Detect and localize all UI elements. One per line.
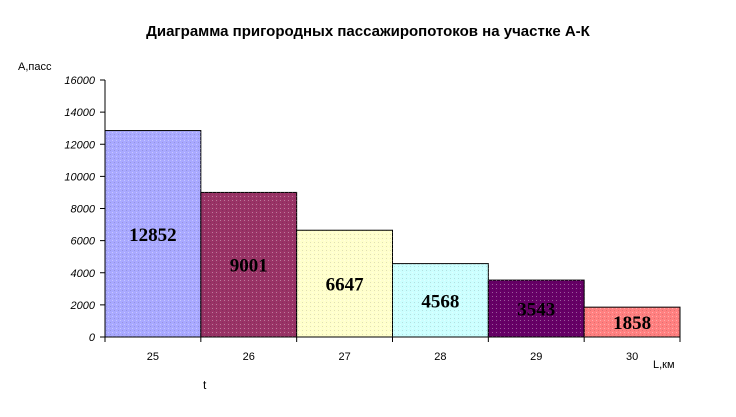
- x-tick-label: 30: [626, 351, 638, 363]
- x-tick-label: 26: [243, 351, 255, 363]
- y-tick-label: 8000: [71, 204, 96, 216]
- y-tick-label: 16000: [64, 75, 95, 87]
- bar-texture: [200, 192, 297, 337]
- data-label: 6647: [326, 275, 365, 296]
- data-label: 3543: [517, 300, 555, 321]
- x-axis-title: L,км: [653, 359, 675, 371]
- data-label: 12852: [129, 225, 177, 246]
- bars: [104, 130, 681, 338]
- x-tick-label: 27: [338, 351, 350, 363]
- bar-texture: [584, 307, 680, 337]
- y-tick-label: 4000: [71, 268, 96, 280]
- data-label: 1858: [613, 313, 651, 334]
- y-tick-label: 2000: [70, 300, 96, 312]
- bar-texture: [296, 230, 393, 337]
- bar-texture: [392, 263, 489, 337]
- y-tick-label: 14000: [64, 107, 95, 119]
- y-axis-title: А,пасс: [18, 61, 52, 73]
- x-tick-label: 25: [147, 351, 159, 363]
- y-tick-label: 6000: [71, 236, 96, 248]
- data-labels: 12852 9001 6647 4568 3543 1858: [129, 225, 651, 334]
- y-tick-label: 12000: [64, 139, 95, 151]
- bar-texture: [488, 280, 585, 337]
- y-tick-label: 10000: [64, 171, 95, 183]
- data-label: 4568: [421, 291, 459, 312]
- data-label: 9001: [230, 256, 268, 277]
- x-tick-label: 28: [434, 351, 446, 363]
- x-axis: 25 26 27 28 29 30: [104, 336, 681, 363]
- bar-texture: [105, 130, 201, 337]
- annotation-text: t: [203, 378, 207, 392]
- x-tick-label: 29: [530, 351, 542, 363]
- y-tick-label: 0: [89, 332, 96, 344]
- chart-title: Диаграмма пригородных пассажиропотоков н…: [146, 23, 591, 40]
- y-axis: 16000 14000 12000 10000 8000 6000 4000 2000 0: [64, 75, 106, 344]
